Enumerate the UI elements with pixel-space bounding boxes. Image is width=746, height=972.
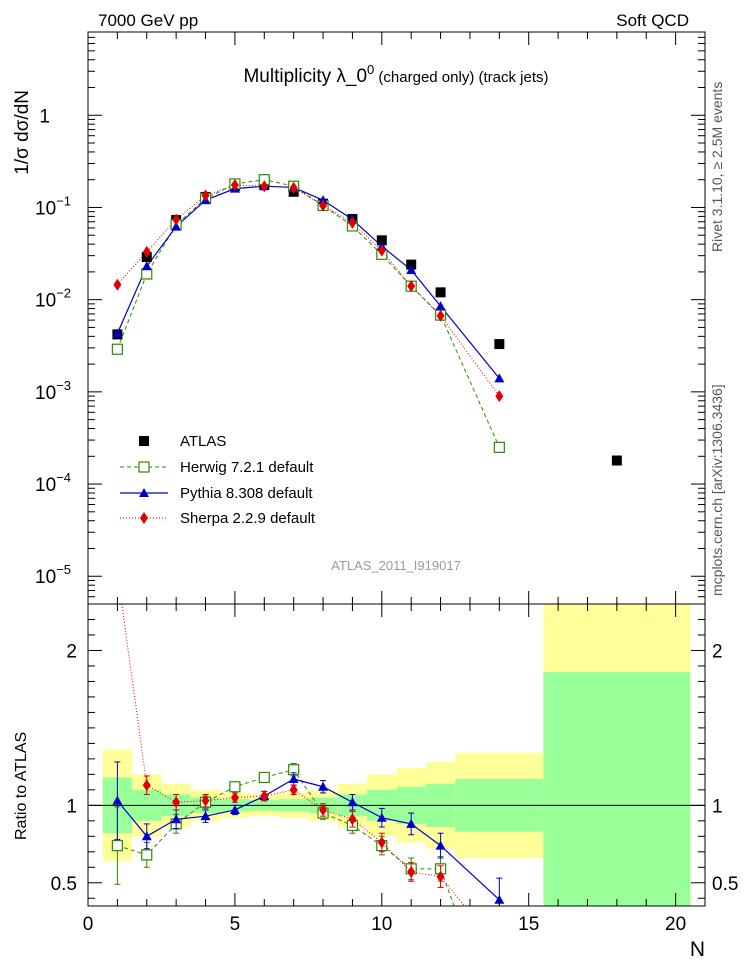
y-tick-label: 1: [39, 106, 50, 127]
ratio-y-tick-label-right: 1: [712, 796, 723, 817]
herwig-ratio-point: [141, 849, 153, 861]
ratio-y-tick-label-right: 2: [712, 641, 723, 662]
legend-entry-sherpa: Sherpa 2.2.9 default: [120, 510, 316, 527]
atlas-point: [376, 235, 387, 246]
sherpa-ratio-point: [201, 794, 210, 807]
herwig-ratio-point: [229, 781, 241, 793]
sherpa-point: [172, 213, 181, 226]
ratio-y-tick-label-left: 1: [66, 796, 77, 817]
pythia-ratio-point: [376, 812, 387, 822]
atlas-point: [406, 259, 417, 270]
pythia-point: [141, 261, 152, 271]
chart-title: Multiplicity λ_00 (charged only) (track …: [243, 62, 548, 87]
sherpa-ratio-point: [289, 783, 298, 796]
sherpa-point: [495, 390, 504, 403]
legend-marker-pythia: [139, 488, 149, 497]
uncertainty-band-inner: [543, 672, 691, 906]
herwig-point: [141, 268, 153, 280]
sherpa-point: [319, 199, 328, 212]
herwig-ratio-point: [258, 771, 270, 784]
herwig-point: [493, 441, 505, 453]
pythia-ratio-point: [171, 814, 182, 824]
sherpa-point: [201, 189, 210, 202]
sherpa-point: [260, 180, 269, 193]
legend-label-sherpa: Sherpa 2.2.9 default: [180, 510, 316, 527]
pythia-point: [494, 373, 505, 383]
pythia-point: [435, 301, 446, 311]
mcplots-label: mcplots.cern.ch [arXiv:1306.3436]: [709, 384, 725, 596]
legend-label-herwig: Herwig 7.2.1 default: [180, 459, 314, 476]
legend-marker-sherpa: [140, 512, 148, 524]
main-panel: 10−5 10−4 10−3 10−2 10−1 1 Multiplicity λ_00 …: [12, 31, 706, 605]
sherpa-point: [289, 181, 298, 194]
legend-entry-herwig: Herwig 7.2.1 default: [120, 459, 314, 476]
pythia-point: [406, 264, 417, 274]
atlas-point: [494, 339, 505, 350]
pythia-ratio-point: [229, 804, 240, 814]
x-tick-label: 5: [230, 914, 241, 935]
herwig-point: [111, 343, 123, 355]
sherpa-point: [142, 245, 151, 258]
sherpa-ratio-point: [436, 870, 445, 883]
pythia-line: [116, 185, 500, 379]
legend-label-atlas: ATLAS: [180, 433, 226, 450]
legend-label-pythia: Pythia 8.308 default: [180, 485, 313, 502]
atlas-point: [435, 287, 446, 298]
herwig-ratio-point: [111, 839, 123, 852]
ratio-y-axis-label: Ratio to ATLAS: [13, 732, 30, 840]
x-axis-label: N: [690, 938, 705, 961]
sherpa-point: [113, 278, 122, 291]
header-right: Soft QCD: [616, 11, 689, 30]
sherpa-ratio-point: [407, 865, 416, 878]
sherpa-point: [436, 309, 445, 322]
sherpa-point: [348, 216, 357, 229]
ratio-y-tick-label-left: 0.5: [51, 874, 77, 895]
rivet-label: Rivet 3.1.10, ≥ 2.5M events: [709, 82, 725, 252]
x-tick-label: 10: [371, 914, 392, 935]
legend-marker-atlas: [139, 436, 149, 446]
ratio-y-tick-label-right: 0.5: [712, 874, 738, 895]
pythia-ratio-point: [141, 831, 152, 841]
x-tick-label: 15: [518, 914, 539, 935]
sherpa-ratio-point: [230, 791, 239, 804]
ratio-panel: 0 5 10 15 20 0.5 0.5 1 1 2 2 Ratio to ATLAS N: [13, 603, 738, 961]
y-tick-label: 10−2: [35, 286, 71, 312]
pythia-ratio-point: [406, 818, 417, 828]
x-tick-label: 20: [665, 914, 686, 935]
pythia-ratio-point: [435, 840, 446, 850]
y-axis-label: 1/σ dσ/dN: [12, 90, 33, 175]
pythia-point: [171, 221, 182, 231]
pythia-ratio-point: [200, 811, 211, 821]
legend-entry-atlas: ATLAS: [139, 433, 226, 450]
y-tick-label: 10−5: [35, 562, 71, 588]
ratio-y-tick-label-left: 2: [66, 641, 77, 662]
header-left: 7000 GeV pp: [98, 11, 198, 30]
sherpa-ratio-point: [319, 803, 328, 816]
legend-marker-herwig: [138, 461, 150, 473]
pythia-ratio-point: [288, 774, 299, 784]
analysis-watermark: ATLAS_2011_I919017: [331, 558, 461, 573]
sherpa-point: [407, 280, 416, 293]
sherpa-ratio-point: [172, 796, 181, 809]
y-tick-label: 10−4: [35, 470, 71, 496]
legend: ATLAS Herwig 7.2.1 default Pythia 8.308 …: [120, 433, 316, 527]
atlas-point: [611, 455, 622, 466]
y-tick-label: 10−1: [35, 193, 71, 219]
legend-entry-pythia: Pythia 8.308 default: [120, 485, 313, 502]
sherpa-point: [230, 179, 239, 192]
pythia-ratio-point: [347, 797, 358, 807]
pythia-ratio-point: [112, 795, 123, 805]
y-tick-label: 10−3: [35, 378, 71, 404]
sherpa-ratio-point: [377, 836, 386, 849]
pythia-ratio-point: [318, 781, 329, 791]
pythia-point: [112, 328, 123, 338]
sherpa-point: [377, 244, 386, 257]
ratio-panel-frame: [87, 603, 706, 907]
sherpa-ratio-point: [348, 813, 357, 826]
x-tick-label: 0: [83, 914, 94, 935]
sherpa-ratio-point: [142, 779, 151, 792]
sherpa-ratio-point: [260, 790, 269, 803]
